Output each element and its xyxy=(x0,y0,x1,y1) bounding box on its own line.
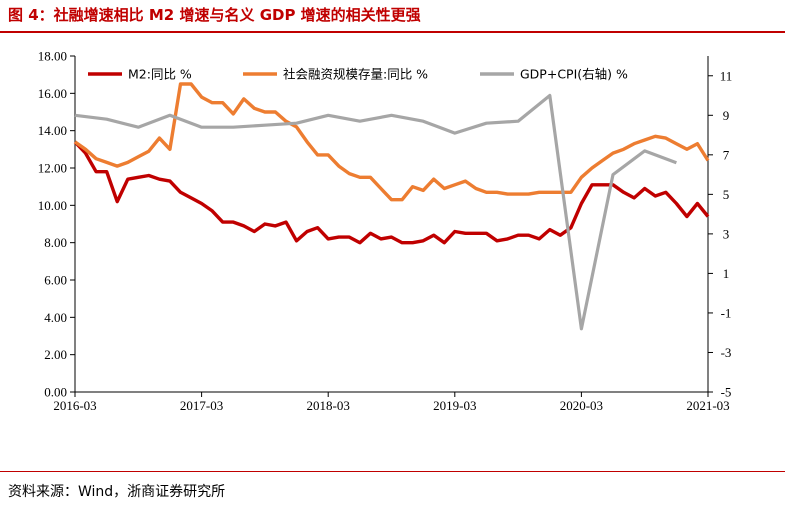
legend: M2:同比 % 社会融资规模存量:同比 % GDP+CPI(右轴) % xyxy=(88,67,628,82)
left-tick-label: 0.00 xyxy=(44,385,67,400)
right-tick-label: 7 xyxy=(723,147,730,162)
left-tick-label: 10.00 xyxy=(38,198,67,213)
line-chart: 0.00 2.00 4.00 6.00 8.00 10.00 12.00 14.00 16.00… xyxy=(38,49,733,414)
right-tick-label: -3 xyxy=(721,345,732,360)
legend-label-3: GDP+CPI(右轴) % xyxy=(520,67,628,82)
left-tick-label: 14.00 xyxy=(38,123,67,138)
left-tick-label: 2.00 xyxy=(44,347,67,362)
series-line-3 xyxy=(74,93,677,331)
series-line-2 xyxy=(74,82,710,202)
x-tick-label: 2018-03 xyxy=(307,398,350,413)
x-tick-label: 2019-03 xyxy=(433,398,476,413)
legend-label-1: M2:同比 % xyxy=(128,67,192,82)
left-tick-label: 4.00 xyxy=(44,310,67,325)
right-tick-label: 1 xyxy=(723,266,730,281)
series-line-1 xyxy=(73,140,710,245)
x-tick-label: 2021-03 xyxy=(686,398,729,413)
figure-title: 图 4：社融增速相比 M2 增速与名义 GDP 增速的相关性更强 xyxy=(8,6,421,24)
source-note: 资料来源：Wind，浙商证券研究所 xyxy=(8,484,226,500)
series-lines xyxy=(73,82,710,331)
right-tick-label: 5 xyxy=(723,187,730,202)
legend-label-2: 社会融资规模存量:同比 % xyxy=(283,67,428,82)
title-divider xyxy=(0,31,785,33)
right-tick-label: -5 xyxy=(721,385,732,400)
axes: 0.00 2.00 4.00 6.00 8.00 10.00 12.00 14.00 16.00… xyxy=(38,49,733,414)
left-tick-label: 8.00 xyxy=(44,235,67,250)
source-divider xyxy=(0,471,785,472)
right-tick-label: 11 xyxy=(720,68,733,83)
right-tick-label: 9 xyxy=(723,108,730,123)
x-tick-label: 2020-03 xyxy=(560,398,603,413)
x-tick-label: 2017-03 xyxy=(180,398,223,413)
x-tick-label: 2016-03 xyxy=(53,398,96,413)
left-tick-label: 12.00 xyxy=(38,161,67,176)
left-tick-label: 18.00 xyxy=(38,49,67,64)
right-tick-label: -1 xyxy=(721,305,732,320)
right-tick-label: 3 xyxy=(723,226,730,241)
left-tick-label: 6.00 xyxy=(44,273,67,288)
left-tick-label: 16.00 xyxy=(38,86,67,101)
